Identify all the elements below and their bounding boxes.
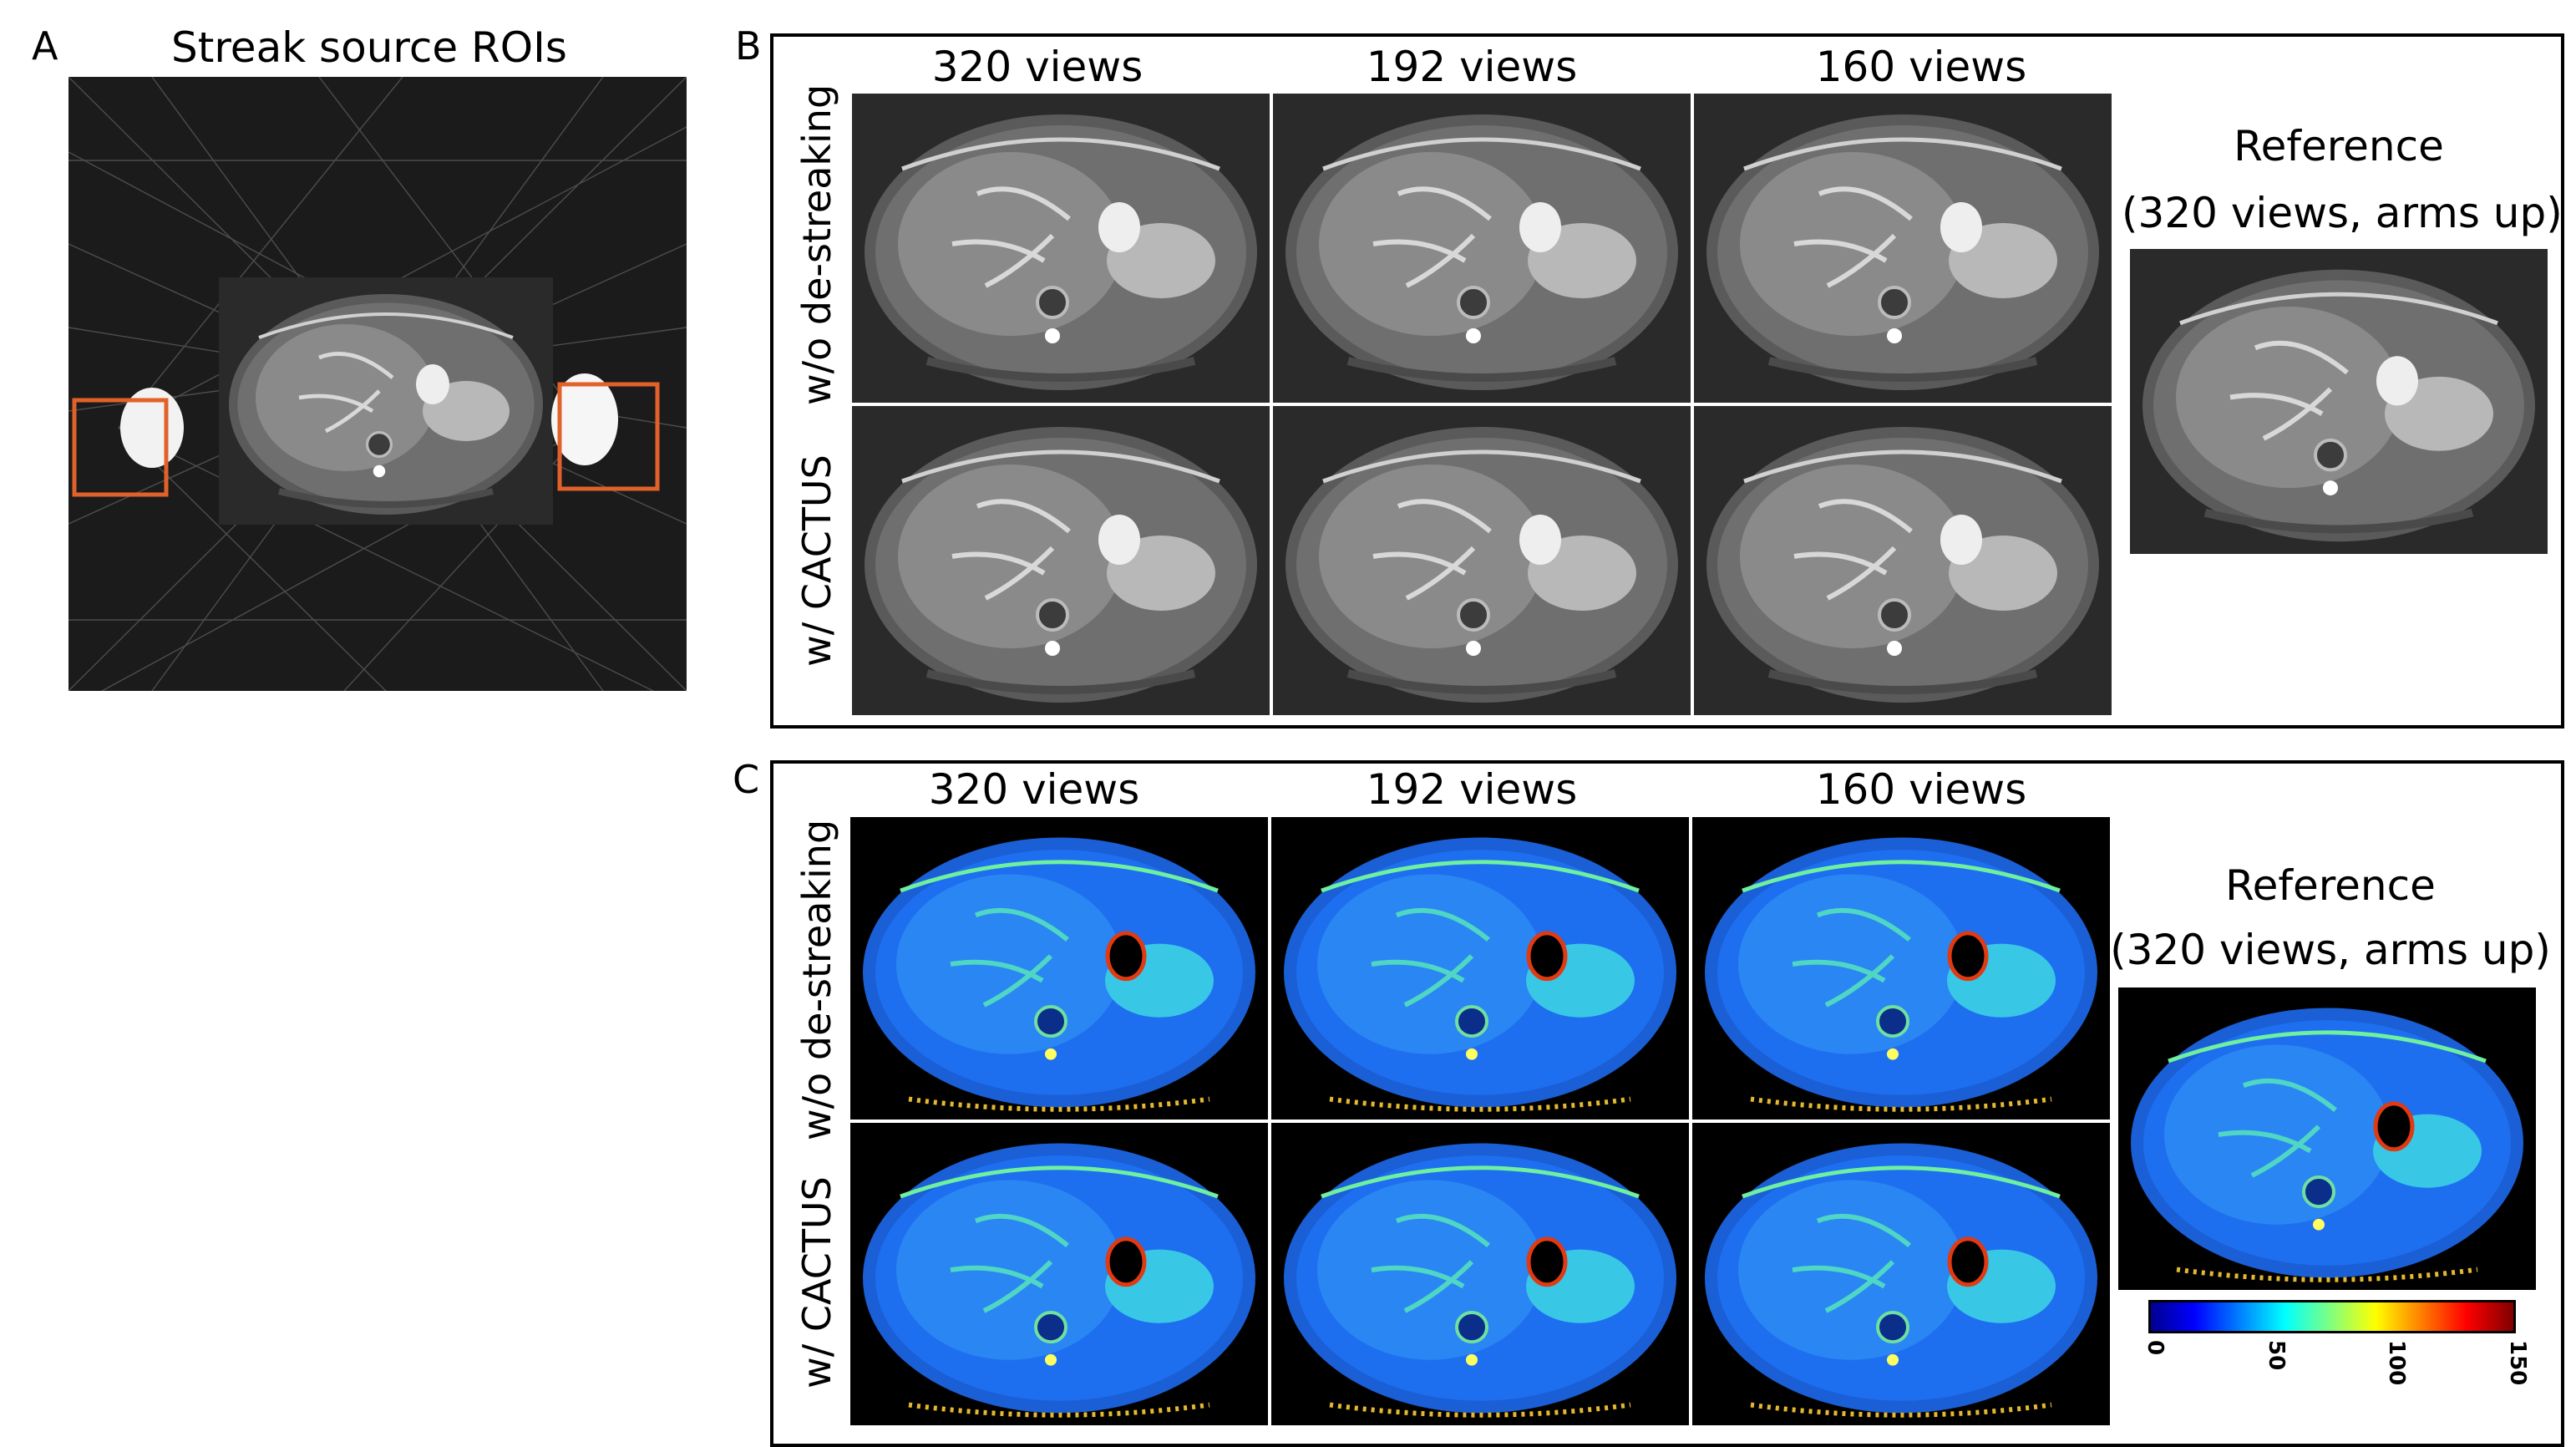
panel-b-reference-subtitle: (320 views, arms up) bbox=[2122, 189, 2563, 237]
mr-image bbox=[852, 94, 1270, 403]
panel-c-col-title: 160 views bbox=[1815, 765, 2027, 814]
panel-b-col-title: 320 views bbox=[931, 43, 1143, 91]
panel-b-letter: B bbox=[735, 23, 762, 69]
colorbar-tick-label: 0 bbox=[2142, 1340, 2168, 1356]
t2-map-image bbox=[1692, 1123, 2110, 1425]
t2-map-image bbox=[1271, 1123, 1689, 1425]
panel-c-row-title: w/ CACTUS bbox=[794, 1176, 839, 1389]
mr-image bbox=[1273, 94, 1691, 403]
mr-image bbox=[1273, 406, 1691, 715]
roi-box-right bbox=[557, 382, 660, 491]
colorbar bbox=[2148, 1300, 2516, 1333]
t2-map-image bbox=[850, 1123, 1268, 1425]
mr-image bbox=[1694, 94, 2112, 403]
colorbar-tick-label: 100 bbox=[2384, 1340, 2410, 1386]
panel-a-letter: A bbox=[32, 23, 58, 69]
panel-c-row-title: w/o de-streaking bbox=[794, 819, 839, 1140]
roi-box-left bbox=[72, 398, 169, 497]
panel-c-col-title: 192 views bbox=[1366, 765, 1578, 814]
panel-c-reference-subtitle: (320 views, arms up) bbox=[2110, 926, 2551, 974]
mr-image bbox=[852, 406, 1270, 715]
panel-c-col-title: 320 views bbox=[928, 765, 1140, 814]
t2-map-image bbox=[1692, 817, 2110, 1120]
panel-c-letter: C bbox=[733, 757, 760, 802]
panel-b-col-title: 160 views bbox=[1815, 43, 2027, 91]
panel-b-row-title: w/o de-streaking bbox=[794, 84, 839, 405]
reference-t2-map-image bbox=[2118, 988, 2536, 1290]
t2-map-image bbox=[1271, 817, 1689, 1120]
panel-b-reference-title: Reference bbox=[2234, 122, 2444, 170]
panel-b-frame bbox=[770, 33, 2564, 729]
reference-mr-image bbox=[2130, 249, 2548, 554]
mr-image bbox=[1694, 406, 2112, 715]
panel-c-reference-title: Reference bbox=[2225, 861, 2436, 910]
panel-a-title: Streak source ROIs bbox=[171, 23, 567, 72]
colorbar-tick-label: 150 bbox=[2505, 1340, 2530, 1386]
colorbar-tick-label: 50 bbox=[2263, 1340, 2289, 1371]
t2-map-image bbox=[850, 817, 1268, 1120]
panel-b-col-title: 192 views bbox=[1366, 43, 1578, 91]
panel-b-row-title: w/ CACTUS bbox=[794, 454, 839, 667]
streak-source-image bbox=[68, 77, 687, 691]
